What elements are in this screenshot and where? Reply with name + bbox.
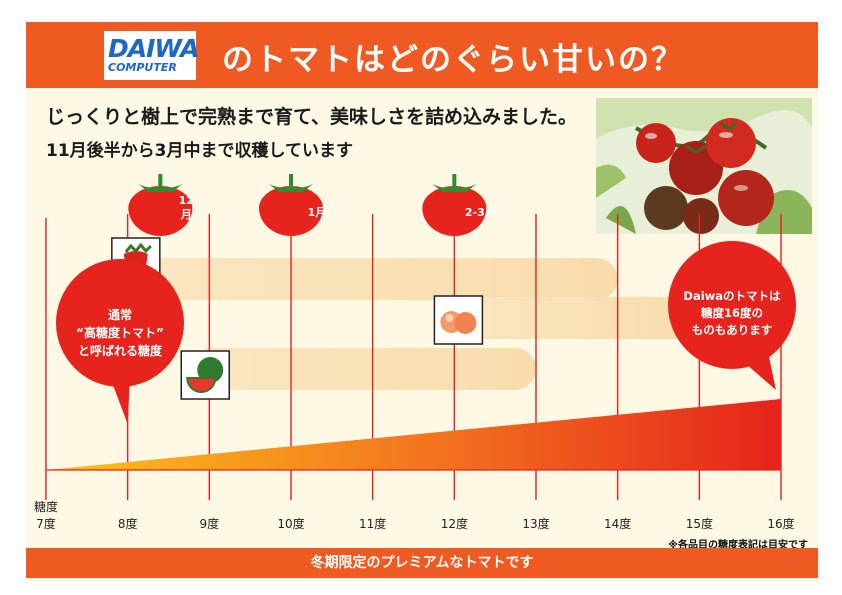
season-tomato bbox=[259, 186, 323, 236]
tick-label: 11度 bbox=[359, 517, 387, 531]
season-tomato bbox=[128, 186, 193, 236]
tick-label: 7度 bbox=[36, 517, 56, 531]
intro-line-1: じっくりと樹上で完熟まで育て、美味しさを詰め込みました。 bbox=[46, 106, 578, 128]
tick-label: 10度 bbox=[277, 517, 305, 531]
tick-label: 15度 bbox=[685, 517, 713, 531]
daiwa-logo: DAIWA COMPUTER bbox=[104, 31, 199, 80]
season-stem bbox=[269, 184, 313, 192]
watermelon-slice bbox=[186, 377, 217, 393]
watermelon-whole bbox=[197, 357, 224, 383]
header-bar: DAIWA COMPUTER のトマトはどのぐらい甘いの？ bbox=[26, 22, 818, 88]
intro-line-2: 11月後半から3月中まで収穫しています bbox=[46, 141, 353, 161]
season-marker bbox=[422, 174, 487, 237]
strawberry-leaves bbox=[124, 242, 152, 254]
normal-callout-bubble bbox=[56, 259, 184, 387]
footnote: ※各品目の糖度表記は目安です bbox=[668, 540, 808, 551]
tick-label: 13度 bbox=[522, 517, 550, 531]
infographic: DAIWA COMPUTER のトマトはどのぐらい甘いの？ じっくりと樹上で完熟… bbox=[26, 22, 818, 582]
daiwa-callout-pointer bbox=[738, 352, 776, 390]
sugar-chart bbox=[45, 174, 796, 500]
normal-callout-line-3: と呼ばれる糖度 bbox=[77, 344, 162, 358]
daiwa-callout-bubble bbox=[668, 241, 796, 369]
tick-label: 8度 bbox=[117, 517, 138, 531]
peach-icon bbox=[433, 295, 484, 345]
daiwa-callout-line-2: 糖度16度の bbox=[700, 306, 763, 320]
watermelon-icon bbox=[180, 350, 230, 400]
normal-callout-pointer bbox=[110, 377, 130, 424]
tick-label: 9度 bbox=[199, 517, 220, 531]
sugar-ramp bbox=[46, 399, 781, 470]
daiwa-callout-line-1: Daiwaのトマトは bbox=[683, 289, 781, 303]
comparison-band bbox=[135, 258, 618, 300]
footer-bar: 冬期限定のプレミアムなトマトです bbox=[26, 548, 818, 578]
daiwa-callout-line-3: ものもあります bbox=[691, 323, 773, 337]
peach-right bbox=[454, 312, 477, 334]
page-title: のトマトはどのぐらい甘いの？ bbox=[222, 42, 684, 78]
normal-callout-line-1: 通常 bbox=[107, 308, 132, 322]
season-label: 1月 bbox=[307, 206, 327, 219]
season-tomato bbox=[422, 186, 487, 237]
peach-highlight bbox=[445, 314, 454, 322]
season-label: 2-3月 bbox=[464, 206, 496, 219]
season-marker bbox=[128, 174, 193, 236]
normal-callout-text: 通常 “高糖度トマト” と呼ばれる糖度 bbox=[56, 306, 184, 360]
normal-callout-line-2: “高糖度トマト” bbox=[76, 326, 164, 340]
tomato-photo bbox=[596, 98, 812, 234]
season-stem bbox=[432, 184, 477, 192]
season-stem bbox=[138, 184, 183, 192]
x-axis-title: 糖度 bbox=[33, 500, 58, 514]
logo-main-text: DAIWA bbox=[108, 34, 199, 63]
season-marker bbox=[259, 174, 323, 236]
season-stem-top bbox=[289, 174, 293, 186]
tick-label: 16度 bbox=[767, 517, 795, 531]
season-label: 12 月 bbox=[178, 194, 194, 221]
tick-label: 14度 bbox=[604, 517, 632, 531]
logo-sub-text: COMPUTER bbox=[108, 61, 177, 74]
comparison-band bbox=[205, 348, 536, 390]
daiwa-callout-text: Daiwaのトマトは 糖度16度の ものもあります bbox=[671, 288, 793, 339]
tick-label: 12度 bbox=[440, 517, 468, 531]
season-stem-top bbox=[158, 174, 163, 186]
season-stem-top bbox=[452, 174, 457, 186]
comparison-band bbox=[458, 297, 700, 339]
